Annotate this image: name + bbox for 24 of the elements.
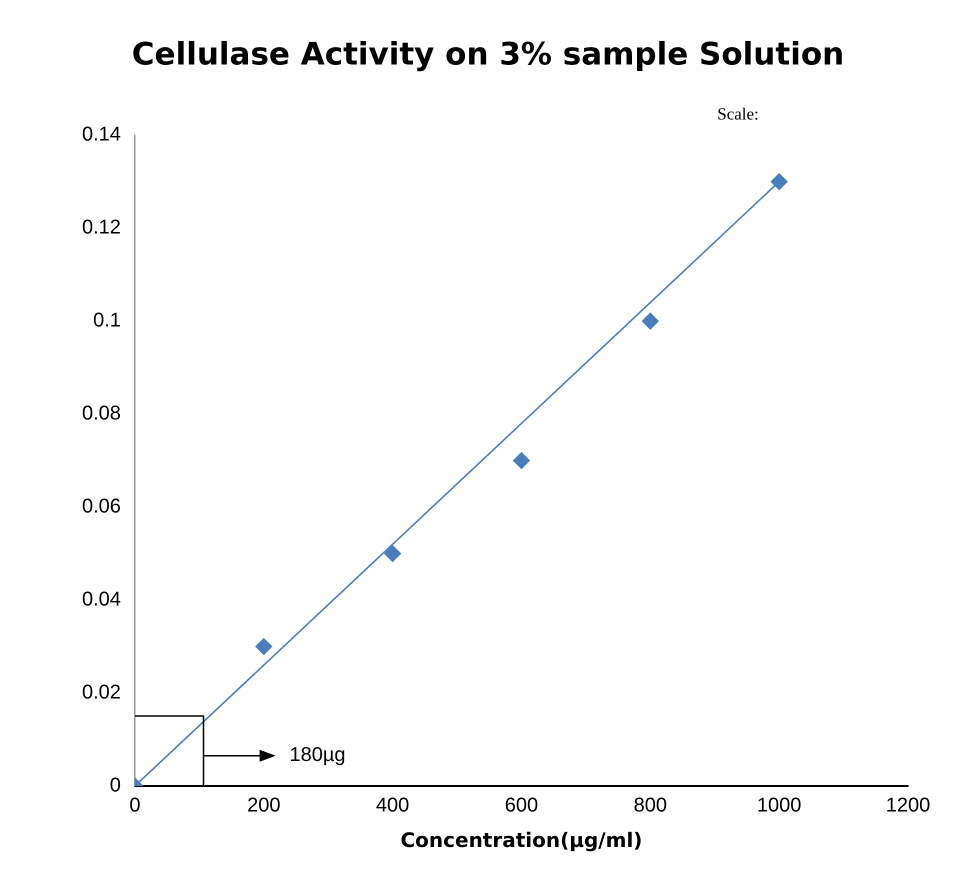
point (384, 545, 402, 562)
y-tick-label: 0.02 (82, 682, 121, 704)
x-tick-label: 400 (376, 794, 410, 817)
y-tick-label: 0.08 (82, 402, 121, 425)
x-tick-label: 200 (247, 794, 280, 817)
x-tick-label: 0 (129, 794, 140, 817)
y-tick-label: 0.06 (82, 496, 121, 518)
point (770, 173, 788, 190)
x-tick-label: 1200 (886, 794, 930, 817)
text: Scale: (717, 104, 759, 124)
y-tick-label: 0.14 (82, 124, 121, 146)
chart-title: Cellulase Activity on 3% sample Solution (132, 36, 844, 73)
y-tick-label: 0 (110, 774, 121, 797)
annotation: 180µg (290, 744, 346, 766)
x-tick-label: 800 (634, 794, 667, 817)
x-tick-label: 600 (504, 794, 538, 817)
point (512, 452, 530, 470)
point (642, 312, 659, 330)
y-tick-label: 0.12 (82, 216, 121, 239)
x-axis-title: Concentration(µg/ml) (400, 828, 642, 852)
point (255, 638, 272, 656)
x-tick-label: 1000 (756, 794, 802, 817)
y-tick-label: 0.04 (82, 588, 121, 611)
y-tick-label: 0.1 (93, 310, 121, 332)
